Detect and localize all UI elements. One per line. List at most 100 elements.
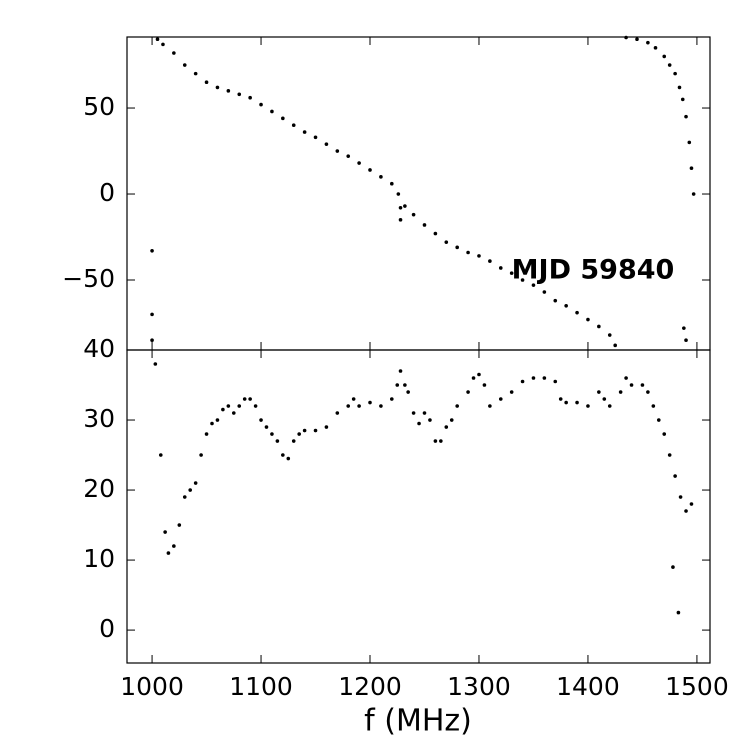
point (653, 46, 658, 50)
point (177, 523, 182, 527)
point (678, 495, 683, 499)
point (335, 149, 340, 153)
point (368, 168, 372, 172)
point (613, 343, 617, 348)
point (150, 312, 154, 317)
point (575, 400, 579, 405)
point (335, 411, 340, 415)
point (403, 383, 407, 387)
y-tick-label: −50 (62, 264, 115, 293)
point (488, 259, 492, 263)
point (498, 266, 503, 270)
point (646, 390, 650, 394)
point (671, 565, 675, 569)
point (444, 240, 449, 244)
point (488, 404, 492, 408)
point (640, 383, 645, 387)
point (509, 271, 514, 275)
point (158, 453, 163, 457)
point (396, 192, 401, 196)
y-tick-label: 0 (99, 614, 115, 643)
point (575, 310, 579, 315)
point (210, 421, 214, 426)
point (379, 175, 383, 179)
point (586, 317, 590, 322)
point (586, 404, 590, 408)
point (662, 54, 667, 59)
x-tick-label: 1100 (229, 672, 293, 701)
point (398, 218, 403, 222)
point (498, 397, 503, 401)
point (286, 456, 291, 461)
point (411, 411, 416, 415)
point (193, 481, 198, 485)
point (477, 372, 481, 377)
point (226, 404, 231, 408)
point (193, 71, 198, 76)
plot-frame (126, 349, 711, 664)
point (172, 51, 176, 55)
point (302, 130, 307, 134)
point (215, 85, 220, 90)
point (422, 411, 427, 415)
point (398, 205, 403, 210)
point (242, 397, 247, 401)
x-tick-label: 1400 (556, 672, 620, 701)
point (346, 404, 351, 408)
point (542, 376, 547, 380)
point (226, 89, 231, 93)
point (150, 338, 154, 342)
point (520, 278, 525, 282)
point (680, 97, 685, 102)
point (297, 432, 301, 436)
point (248, 397, 252, 401)
point (428, 418, 432, 422)
point (357, 161, 361, 165)
point (682, 326, 686, 330)
point (624, 35, 628, 40)
point (553, 379, 558, 384)
point (199, 453, 203, 457)
point (662, 432, 667, 436)
point (182, 63, 187, 67)
point (531, 376, 536, 380)
point (398, 369, 403, 373)
point (281, 116, 285, 121)
point (553, 298, 558, 303)
point (558, 397, 563, 401)
point (215, 418, 220, 422)
point (313, 135, 318, 140)
point (390, 397, 394, 401)
y-tick-label: 10 (83, 544, 115, 573)
point (673, 71, 677, 76)
point (150, 248, 154, 253)
point (602, 397, 607, 401)
point (676, 610, 681, 615)
point (531, 283, 536, 287)
point (597, 324, 601, 329)
point (155, 37, 160, 42)
point (390, 181, 394, 186)
x-tick-label: 1500 (665, 672, 729, 701)
point (182, 495, 187, 499)
point (237, 404, 242, 408)
point (466, 250, 470, 255)
point (281, 453, 285, 457)
point (449, 418, 454, 422)
point (237, 92, 242, 97)
point (275, 439, 280, 443)
point (466, 390, 470, 394)
point (607, 333, 612, 337)
point (161, 42, 165, 47)
point (520, 379, 525, 384)
point (204, 80, 209, 85)
y-tick-label: 50 (83, 92, 115, 121)
point (455, 404, 459, 408)
point (259, 102, 263, 107)
point (357, 404, 361, 408)
x-tick-label: 1200 (338, 672, 402, 701)
point (302, 428, 307, 433)
point (684, 509, 688, 513)
point (651, 404, 656, 408)
point (406, 390, 410, 394)
